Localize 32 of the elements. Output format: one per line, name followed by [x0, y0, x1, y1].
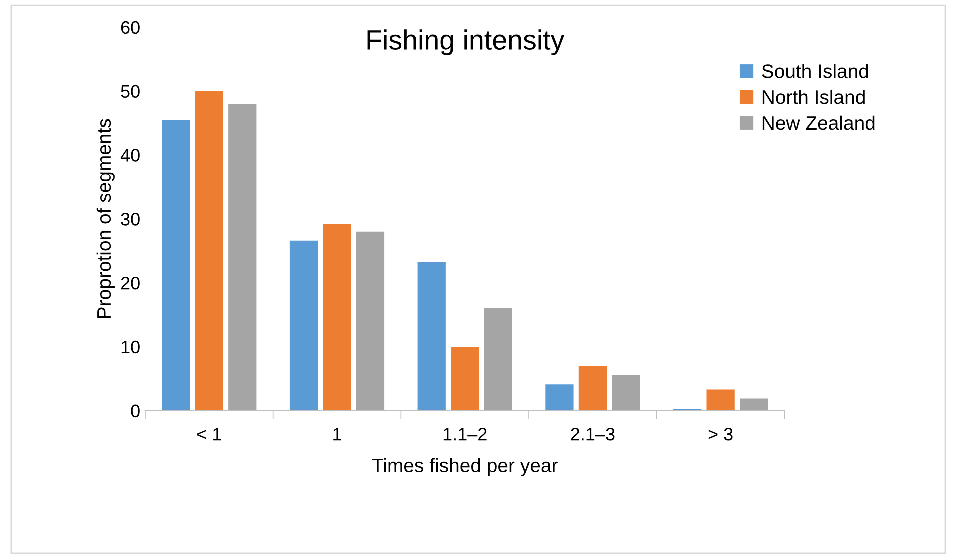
bar: [228, 104, 257, 411]
x-tick-label: > 3: [708, 428, 733, 441]
bar: [546, 384, 574, 411]
bar: [612, 375, 640, 411]
bar: [451, 346, 480, 411]
bar: [706, 390, 735, 411]
y-tick-label: 30: [121, 213, 140, 226]
y-tick-label: 60: [121, 21, 140, 34]
bar: [418, 262, 446, 411]
x-tick-label: 1.1–2: [444, 428, 487, 441]
bar: [578, 366, 608, 411]
bar: [195, 91, 224, 411]
bar: [740, 398, 768, 411]
bar: [162, 120, 190, 411]
x-tick-label: < 1: [197, 428, 222, 441]
x-axis-title: Times fished per year: [372, 458, 558, 476]
bar: [484, 308, 512, 411]
y-tick-label: 20: [121, 276, 140, 290]
legend-label: North Island: [762, 90, 865, 104]
legend-label: New Zealand: [762, 116, 875, 130]
y-tick-label: 50: [121, 85, 140, 98]
x-tick-label: 2.1–3: [571, 428, 615, 441]
y-tick-label: 40: [120, 149, 140, 162]
chart-title: Fishing intensity: [368, 30, 565, 56]
y-tick-label: 0: [131, 404, 140, 418]
bar: [323, 224, 352, 411]
y-tick-label: 10: [122, 340, 140, 354]
y-axis-title: Proprotion of segments: [96, 119, 115, 318]
legend-label: South Island: [762, 64, 868, 78]
bar: [290, 240, 318, 411]
x-tick-label: 1: [334, 428, 342, 441]
bar: [356, 232, 385, 411]
